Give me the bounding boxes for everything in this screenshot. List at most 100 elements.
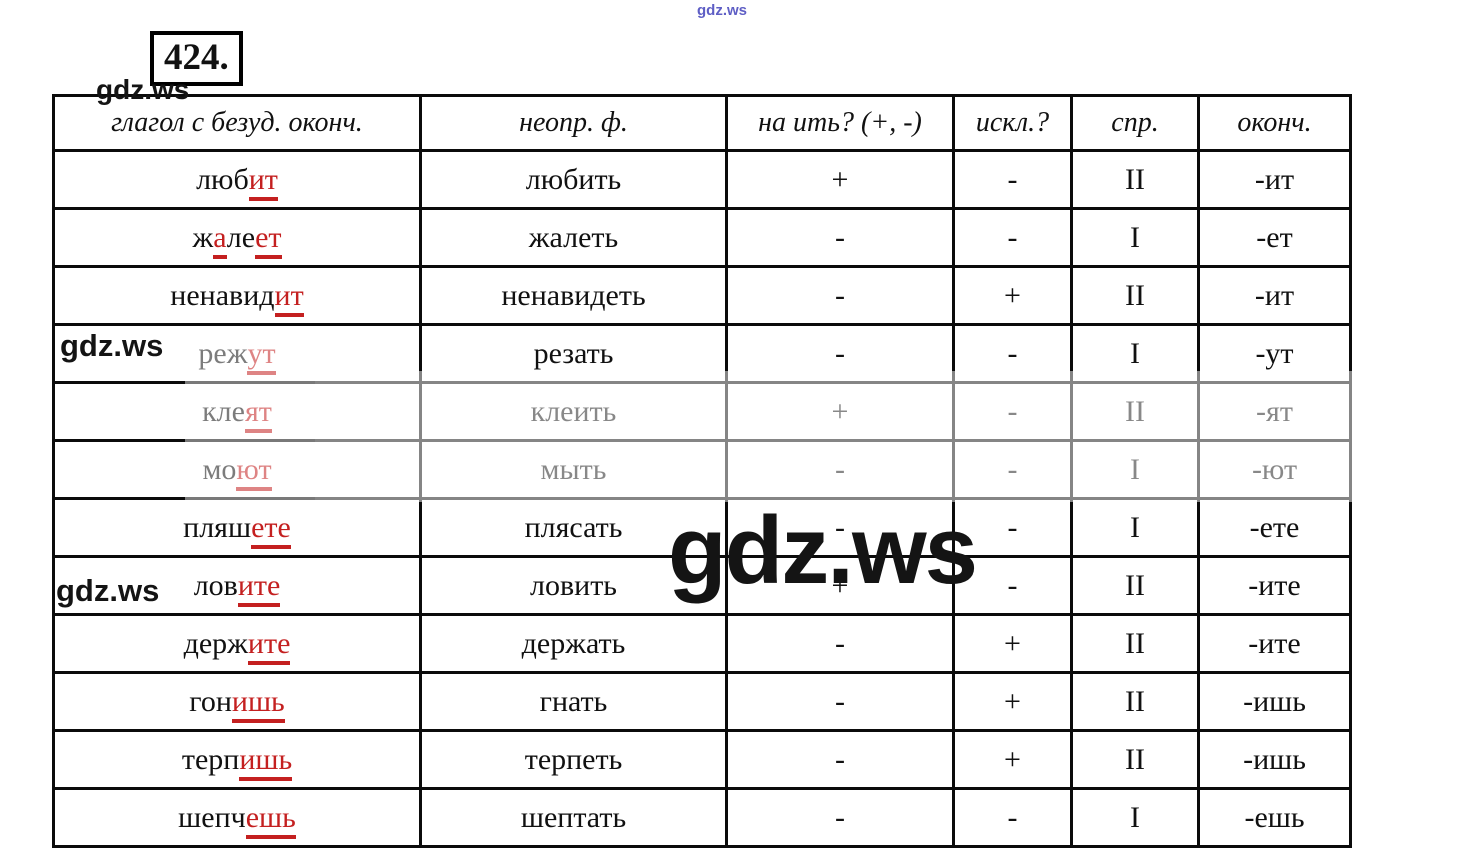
watermark-gdzws-2: gdz.ws [60,328,164,363]
na-it-cell: - [725,497,955,558]
iskl-cell: + [952,265,1073,326]
table-row: жалеет жалеть - - I -ет [52,207,1352,268]
watermark-gdzws-3: gdz.ws [56,573,160,608]
verb-stem: люб [196,162,249,196]
okonch-cell: -ете [1197,497,1352,558]
okonch-cell: -ите [1197,613,1352,674]
spr-cell: II [1070,555,1200,616]
verb-stem: держ [183,626,248,660]
verb-cell: ненавидит [52,265,422,326]
table-row: шепчешь шептать - - I -ешь [52,787,1352,848]
verb-stem: ненавид [170,278,275,312]
na-it-cell: - [725,671,955,732]
watermark-gdzws-top: gdz.ws [697,2,748,19]
verb-stem: шепч [178,800,246,834]
verb-ending-highlight: ете [251,510,291,549]
col-header-iskl: искл.? [952,94,1073,152]
col-header-na-it: на ить? (+, -) [725,94,955,152]
okonch-cell: -ит [1197,265,1352,326]
spr-cell: II [1070,613,1200,674]
verb-stem: реж [198,336,248,370]
na-it-cell: + [725,555,955,616]
verb-ending-highlight: ут [247,336,276,375]
na-it-cell: - [725,787,955,848]
col-header-spr: спр. [1070,94,1200,152]
iskl-cell: - [952,149,1073,210]
iskl-cell: + [952,671,1073,732]
verb-ending-highlight: ите [237,568,281,607]
white-watermark-overlay [315,371,1470,502]
table-row: любит любить + - II -ит [52,149,1352,210]
infinitive-cell: ловить [419,555,728,616]
table-row: держите держать - + II -ите [52,613,1352,674]
verb-ending-highlight: ит [274,278,304,317]
verb-cell: любит [52,149,422,210]
verb-ending-highlight: ет [255,220,282,259]
iskl-cell: - [952,497,1073,558]
spr-cell: II [1070,729,1200,790]
spr-cell: I [1070,207,1200,268]
verb-ending-highlight: ят [244,394,272,433]
verb-stem: пляш [183,510,252,544]
na-it-cell: - [725,613,955,674]
col-header-okonch: оконч. [1197,94,1352,152]
verb-cell: шепчешь [52,787,422,848]
table-row: ненавидит ненавидеть - + II -ит [52,265,1352,326]
verb-stem: терп [181,742,240,776]
verb-cell: гонишь [52,671,422,732]
table-row: пляшете плясать - - I -ете [52,497,1352,558]
verb-cell: ловите [52,555,422,616]
verb-stem: гон [189,684,232,718]
na-it-cell: - [725,207,955,268]
watermark-gdzws-1: gdz.ws [96,74,190,105]
infinitive-cell: ненавидеть [419,265,728,326]
infinitive-cell: любить [419,149,728,210]
iskl-cell: - [952,207,1073,268]
col-header-infinitive: неопр. ф. [419,94,728,152]
iskl-cell: + [952,613,1073,674]
iskl-cell: + [952,729,1073,790]
okonch-cell: -ет [1197,207,1352,268]
table-row: гонишь гнать - + II -ишь [52,671,1352,732]
infinitive-cell: шептать [419,787,728,848]
exercise-number-box: 424. [150,31,243,86]
infinitive-cell: жалеть [419,207,728,268]
na-it-cell: - [725,729,955,790]
okonch-cell: -ишь [1197,729,1352,790]
iskl-cell: - [952,787,1073,848]
infinitive-cell: гнать [419,671,728,732]
okonch-cell: -ишь [1197,671,1352,732]
verb-ending-highlight: а [213,220,227,259]
okonch-cell: -ит [1197,149,1352,210]
verb-stem: лов [193,568,238,602]
verb-stem: ле [226,220,256,254]
spr-cell: I [1070,497,1200,558]
verb-stem: кле [202,394,245,428]
table-row: ловите ловить + - II -ите [52,555,1352,616]
spr-cell: II [1070,265,1200,326]
verb-ending-highlight: ют [236,452,272,491]
verb-cell: пляшете [52,497,422,558]
verb-cell: режут [52,323,422,384]
verb-ending-highlight: ишь [239,742,293,781]
verb-stem: ж [192,220,214,254]
col-header-verb: глагол с безуд. оконч. [52,94,422,152]
verb-ending-highlight: ите [247,626,291,665]
na-it-cell: - [725,265,955,326]
verb-cell: держите [52,613,422,674]
white-watermark-overlay [185,330,315,502]
infinitive-cell: держать [419,613,728,674]
okonch-cell: -ешь [1197,787,1352,848]
exercise-number: 424. [164,37,229,78]
spr-cell: I [1070,787,1200,848]
verb-ending-highlight: ит [248,162,278,201]
verb-ending-highlight: ишь [231,684,285,723]
watermark-gdzws-giant: gdz.ws [668,497,978,604]
infinitive-cell: терпеть [419,729,728,790]
spr-cell: II [1070,149,1200,210]
verb-cell: жалеет [52,207,422,268]
table-row: терпишь терпеть - + II -ишь [52,729,1352,790]
verb-ending-highlight: ешь [245,800,296,839]
spr-cell: II [1070,671,1200,732]
